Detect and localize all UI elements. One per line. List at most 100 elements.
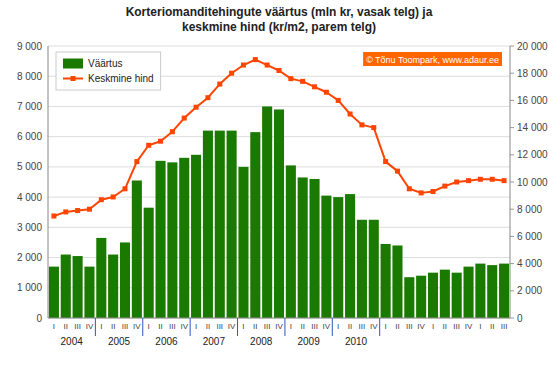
bar <box>179 158 189 318</box>
y2-tick-label: 20 000 <box>517 41 548 52</box>
line-marker <box>419 190 424 195</box>
bar <box>381 244 391 318</box>
x-tick-label: I <box>384 322 386 331</box>
x-tick-label: I <box>100 322 102 331</box>
grid-line <box>48 46 510 47</box>
line-marker <box>134 159 139 164</box>
legend: VäärtusKeskmine hind <box>56 52 161 90</box>
line-marker <box>217 82 222 87</box>
bar <box>120 242 130 318</box>
group-separator <box>379 318 380 336</box>
y2-tick <box>510 127 514 128</box>
bar <box>96 238 106 318</box>
x-tick-label: I <box>479 322 481 331</box>
y2-tick-label: 2 000 <box>517 285 542 296</box>
line-marker <box>312 84 317 89</box>
y-tick-label: 8 000 <box>17 71 42 82</box>
bar <box>144 208 154 318</box>
bar <box>321 196 331 318</box>
group-label: 2009 <box>297 336 320 347</box>
x-tick-label: I <box>432 322 434 331</box>
bar <box>333 197 343 318</box>
line-marker <box>205 95 210 100</box>
y2-tick <box>510 263 514 264</box>
y-tick-label: 6 000 <box>17 131 42 142</box>
x-tick-label: III <box>74 322 81 331</box>
bar <box>464 267 474 318</box>
line-marker <box>265 63 270 68</box>
bar <box>167 162 177 318</box>
group-label: 2004 <box>61 336 84 347</box>
y2-tick <box>510 182 514 183</box>
bar <box>227 131 237 318</box>
y-tick-label: 2 000 <box>17 252 42 263</box>
group-label: 2010 <box>345 336 368 347</box>
x-tick-label: II <box>395 322 399 331</box>
group-label: 2007 <box>203 336 226 347</box>
x-tick-label: II <box>206 322 210 331</box>
bar <box>274 109 284 318</box>
y2-tick <box>510 100 514 101</box>
x-tick-label: IV <box>228 322 236 331</box>
bar <box>250 132 260 318</box>
y2-tick <box>510 290 514 291</box>
grid <box>48 46 510 318</box>
line-marker <box>502 178 507 183</box>
line-marker <box>395 169 400 174</box>
line-marker <box>170 129 175 134</box>
title-line: keskmine hind (kr/m2, parem telg) <box>182 20 376 34</box>
x-tick-label: I <box>53 322 55 331</box>
bar <box>369 220 379 318</box>
x-axis-line <box>48 318 510 319</box>
group-separator <box>332 318 333 336</box>
group-separator <box>237 318 238 336</box>
grid-line <box>48 106 510 107</box>
line-marker <box>431 189 436 194</box>
x-tick-label: II <box>490 322 494 331</box>
y-tick-label: 1 000 <box>17 282 42 293</box>
bar <box>357 220 367 318</box>
line-marker <box>123 186 128 191</box>
bar <box>392 245 402 318</box>
legend-label: Väärtus <box>88 58 122 69</box>
bar <box>310 179 320 318</box>
line-marker <box>407 186 412 191</box>
line <box>54 60 504 216</box>
x-tick-label: I <box>337 322 339 331</box>
bar <box>345 194 355 318</box>
x-tick-label: III <box>264 322 271 331</box>
bar <box>452 273 462 318</box>
x-tick-label: IV <box>133 322 141 331</box>
y2-tick-label: 14 000 <box>517 122 548 133</box>
bar <box>428 273 438 318</box>
y2-tick-label: 18 000 <box>517 68 548 79</box>
background <box>0 0 560 367</box>
line-marker <box>75 208 80 213</box>
y-axis-line <box>48 46 49 318</box>
y2-tick-label: 6 000 <box>517 231 542 242</box>
x-tick-label: I <box>242 322 244 331</box>
y-tick-label: 9 000 <box>17 41 42 52</box>
line-marker <box>99 197 104 202</box>
group-separator <box>95 318 96 336</box>
legend-swatch <box>63 59 83 69</box>
bar <box>238 167 248 318</box>
x-tick-label: III <box>453 322 460 331</box>
marks <box>49 57 509 318</box>
bar <box>61 255 71 318</box>
bar <box>73 256 83 318</box>
line-marker <box>478 177 483 182</box>
y-tick-label: 7 000 <box>17 101 42 112</box>
x-tick-label: IV <box>180 322 188 331</box>
x-tick-label: II <box>253 322 257 331</box>
line-marker <box>454 180 459 185</box>
bar <box>286 165 296 318</box>
bar <box>108 255 118 318</box>
line-marker <box>324 90 329 95</box>
y-tick-label: 5 000 <box>17 161 42 172</box>
line-marker <box>51 214 56 219</box>
legend-box <box>56 52 161 90</box>
bar <box>487 265 497 318</box>
bar <box>499 264 509 318</box>
y2-tick <box>510 236 514 237</box>
